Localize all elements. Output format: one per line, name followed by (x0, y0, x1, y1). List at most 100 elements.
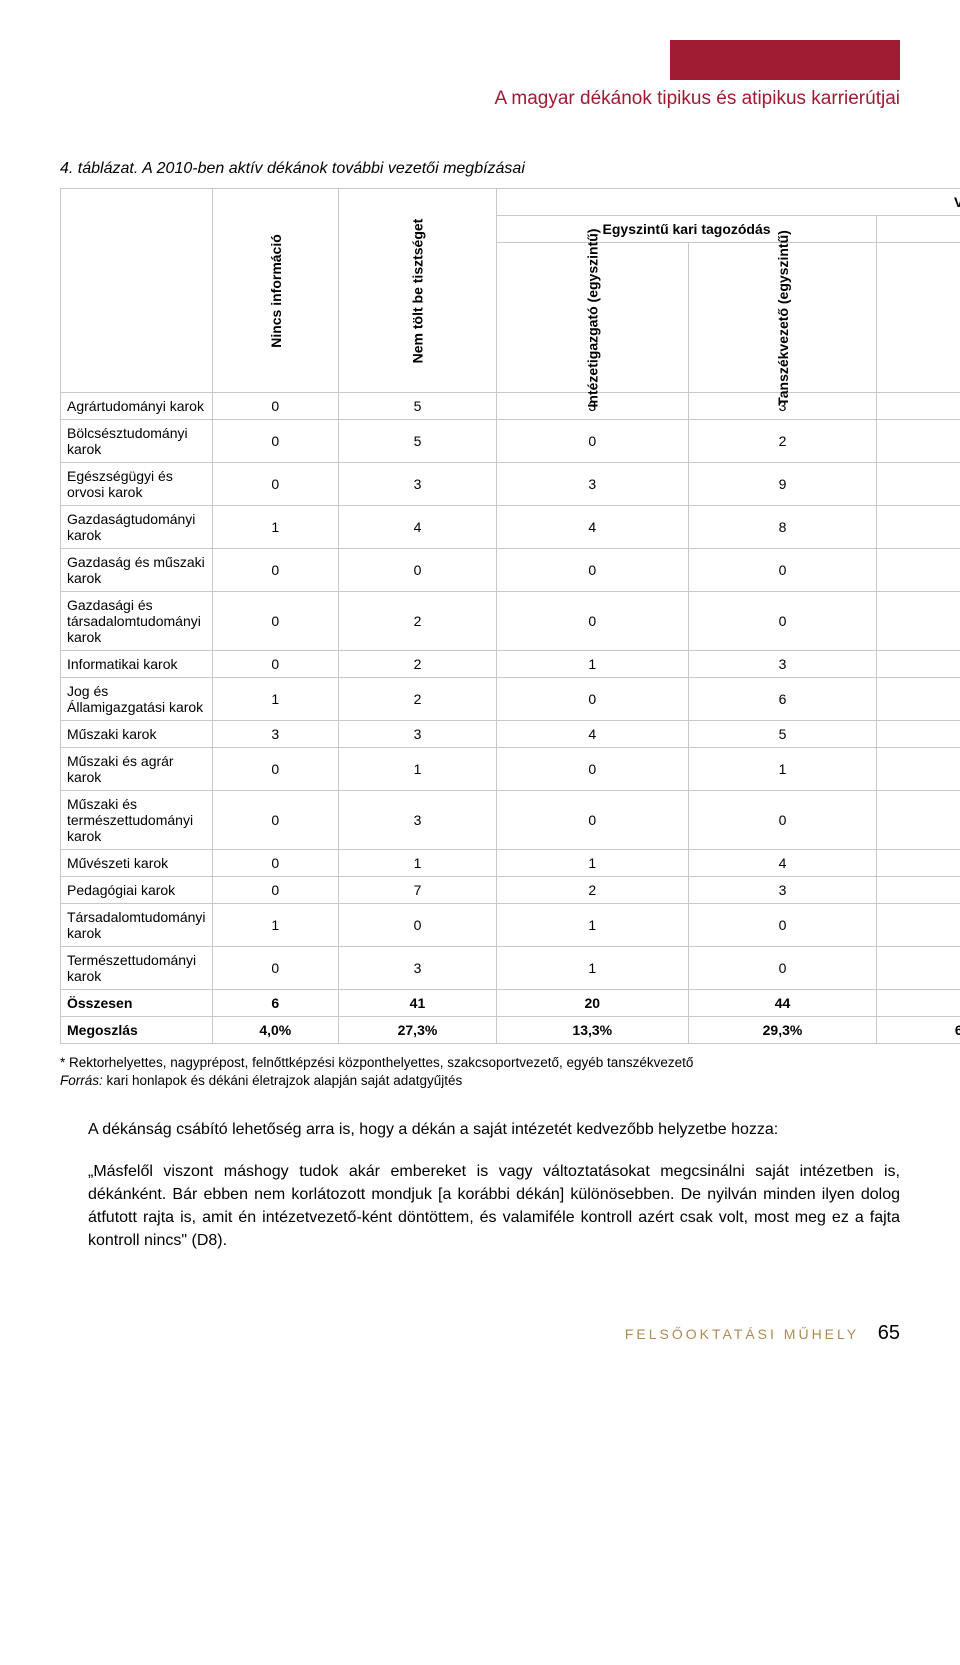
cell: 0 (496, 592, 688, 651)
cell: 2 (688, 420, 877, 463)
data-table: Nincs információ Nem tölt be tisztséget … (60, 188, 960, 1044)
row-label: Agrártudományi karok (61, 393, 213, 420)
cell: 2 (339, 678, 497, 721)
table-row: Műszaki és agrár karok01010000 (61, 748, 960, 791)
cell: 0 (496, 791, 688, 850)
cell: 0 (212, 877, 339, 904)
cell: 13,3% (496, 1017, 688, 1044)
cell: 3 (339, 721, 497, 748)
col-header: Nem tölt be tisztséget (339, 189, 497, 393)
cell: 1 (496, 850, 688, 877)
table-row: Összesen641204498157 (61, 990, 960, 1017)
cell: 0 (212, 592, 339, 651)
cell: 0 (688, 592, 877, 651)
cell: 4,0% (212, 1017, 339, 1044)
cell: 2 (877, 721, 960, 748)
row-label: Műszaki és természettudományi karok (61, 791, 213, 850)
table-row: Művészeti karok01140010 (61, 850, 960, 877)
cell: 0 (877, 549, 960, 592)
cell: 8 (688, 506, 877, 549)
body-paragraph: A dékánság csábító lehetőség arra is, ho… (60, 1118, 900, 1141)
row-label: Megoszlás (61, 1017, 213, 1044)
cell: 9 (688, 463, 877, 506)
running-header: A magyar dékánok tipikus és atipikus kar… (60, 40, 900, 110)
cell: 3 (339, 791, 497, 850)
cell: 6 (212, 990, 339, 1017)
row-label: Műszaki és agrár karok (61, 748, 213, 791)
table-row: Műszaki karok33452001 (61, 721, 960, 748)
table-row: Bölcsésztudományi karok05021330 (61, 420, 960, 463)
cell: 0 (496, 748, 688, 791)
source-label: Forrás: (60, 1073, 103, 1088)
cell: 3 (688, 877, 877, 904)
table-row: Megoszlás4,0%27,3%13,3%29,3%6,0%5,3%10,0… (61, 1017, 960, 1044)
cell: 29,3% (688, 1017, 877, 1044)
cell: 3 (496, 463, 688, 506)
table-row: Agrártudományi karok05331011 (61, 393, 960, 420)
super-header: Vezetői beosztások (496, 189, 960, 216)
row-label: Műszaki karok (61, 721, 213, 748)
cell: 3 (212, 721, 339, 748)
cell: 41 (339, 990, 497, 1017)
cell: 0 (212, 947, 339, 990)
cell: 0 (877, 904, 960, 947)
cell: 0 (212, 420, 339, 463)
row-label: Bölcsésztudományi karok (61, 420, 213, 463)
row-label: Jog és Államigazgatási karok (61, 678, 213, 721)
row-label: Összesen (61, 990, 213, 1017)
cell: 27,3% (339, 1017, 497, 1044)
table-row: Természettudományi karok03100030 (61, 947, 960, 990)
row-label: Művészeti karok (61, 850, 213, 877)
col-header: Tanszékvezető (egyszintű) (688, 243, 877, 393)
cell: 0 (688, 904, 877, 947)
cell: 1 (496, 651, 688, 678)
cell: 2 (496, 877, 688, 904)
cell: 0 (212, 748, 339, 791)
cell: 20 (496, 990, 688, 1017)
col-header: Intézetigazgató (egyszintű) (496, 243, 688, 393)
cell: 0 (212, 549, 339, 592)
corner-cell (61, 189, 213, 393)
cell: 1 (339, 748, 497, 791)
cell: 0 (877, 791, 960, 850)
cell: 2 (339, 651, 497, 678)
cell: 1 (212, 678, 339, 721)
page-footer: FELSŐOKTATÁSI MŰHELY 65 (60, 1322, 900, 1345)
cell: 0 (339, 904, 497, 947)
cell: 0 (877, 850, 960, 877)
page-number: 65 (878, 1322, 900, 1344)
cell: 0 (688, 791, 877, 850)
table-row: Pedagógiai karok07231321 (61, 877, 960, 904)
running-title: A magyar dékánok tipikus és atipikus kar… (494, 88, 900, 110)
cell: 0 (496, 420, 688, 463)
cell: 5 (688, 721, 877, 748)
table-caption: 4. táblázat. A 2010-ben aktív dékánok to… (60, 160, 900, 178)
table-row: Informatikai karok02131000 (61, 651, 960, 678)
cell: 1 (877, 393, 960, 420)
cell: 1 (877, 651, 960, 678)
footnote-star: * Rektorhelyettes, nagyprépost, felnőttk… (60, 1054, 900, 1072)
cell: 2 (339, 592, 497, 651)
row-label: Informatikai karok (61, 651, 213, 678)
row-label: Természettudományi karok (61, 947, 213, 990)
cell: 1 (212, 904, 339, 947)
source-text: kari honlapok és dékáni életrajzok alapj… (103, 1073, 462, 1088)
cell: 4 (688, 850, 877, 877)
cell: 3 (339, 947, 497, 990)
cell: 0 (339, 549, 497, 592)
cell: 1 (877, 877, 960, 904)
cell: 5 (339, 393, 497, 420)
cell: 1 (877, 592, 960, 651)
table-row: Műszaki és természettudományi karok03000… (61, 791, 960, 850)
table-row: Gazdaság és műszaki karok00000010 (61, 549, 960, 592)
table-row: Jog és Államigazgatási karok12060010 (61, 678, 960, 721)
cell: 0 (212, 791, 339, 850)
table-row: Gazdasági és társadalomtudományi karok02… (61, 592, 960, 651)
cell: 6 (688, 678, 877, 721)
cell: 5 (339, 420, 497, 463)
row-label: Társadalomtudományi karok (61, 904, 213, 947)
footnote-source: Forrás: kari honlapok és dékáni életrajz… (60, 1072, 900, 1090)
cell: 0 (212, 463, 339, 506)
cell: 0 (496, 678, 688, 721)
cell: 4 (496, 721, 688, 748)
